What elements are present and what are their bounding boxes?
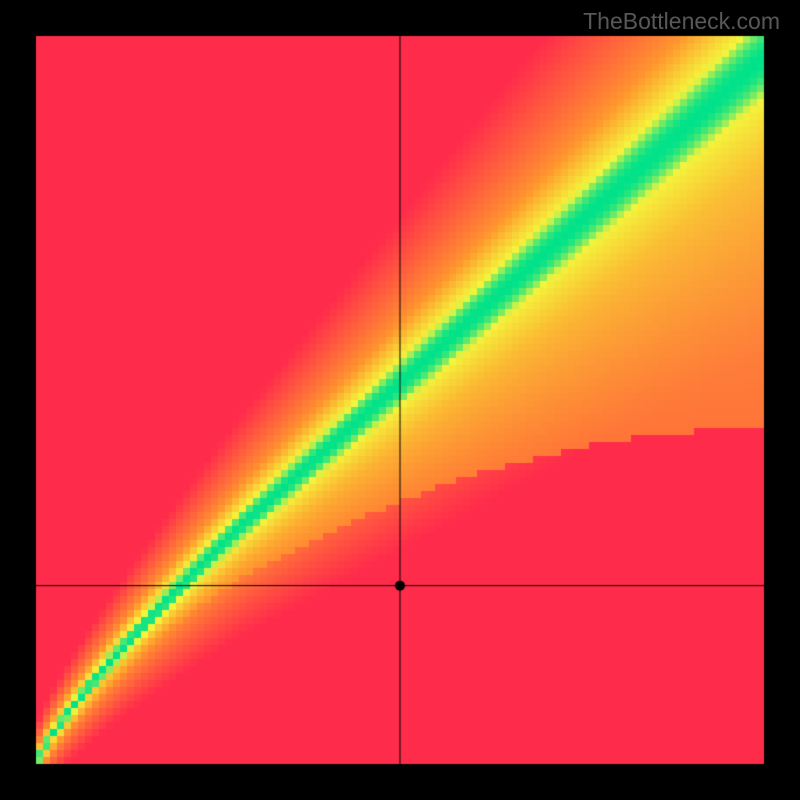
chart-container: TheBottleneck.com [0, 0, 800, 800]
heatmap-canvas [0, 0, 800, 800]
watermark-text: TheBottleneck.com [583, 8, 780, 35]
